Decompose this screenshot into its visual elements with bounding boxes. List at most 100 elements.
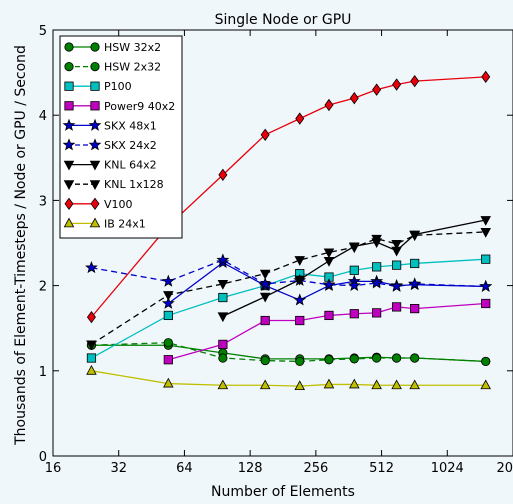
x-tick-label: 512 — [369, 461, 394, 476]
data-point — [218, 292, 228, 303]
data-point — [293, 293, 307, 306]
data-point — [324, 98, 334, 112]
y-tick-label: 3 — [39, 194, 47, 209]
data-point — [218, 353, 228, 363]
legend-marker — [89, 180, 101, 191]
series-7 — [86, 228, 491, 351]
series-8 — [86, 70, 491, 324]
data-point — [259, 379, 271, 390]
data-point — [408, 277, 422, 290]
legend-label: HSW 32x2 — [104, 41, 161, 54]
series-line — [91, 231, 486, 345]
x-tick-label: 256 — [303, 461, 328, 476]
data-point — [163, 377, 174, 388]
data-point — [410, 74, 420, 88]
series-line — [91, 259, 486, 288]
data-point — [86, 353, 97, 363]
data-point — [409, 379, 420, 390]
x-tick-label: 1024 — [431, 461, 464, 476]
data-point — [409, 231, 420, 242]
legend-marker — [64, 101, 74, 111]
legend-marker — [63, 180, 75, 191]
data-point — [410, 304, 420, 314]
legend-marker — [63, 217, 75, 228]
data-point — [349, 354, 359, 364]
legend-marker — [90, 61, 100, 72]
data-point — [163, 291, 174, 301]
x-axis-label: Number of Elements — [211, 484, 355, 500]
y-tick-label: 5 — [39, 24, 47, 39]
legend-label: V100 — [104, 198, 133, 211]
legend-entry: P100 — [64, 80, 132, 93]
x-tick-label: 64 — [176, 461, 193, 476]
data-point — [323, 378, 335, 389]
legend-entry: KNL 64x2 — [63, 159, 157, 172]
series-line — [91, 370, 486, 387]
y-tick-label: 1 — [39, 365, 47, 380]
legend-marker — [90, 101, 100, 111]
y-tick-label: 0 — [39, 450, 47, 465]
series-0 — [86, 340, 491, 367]
data-point — [218, 339, 228, 349]
data-point — [163, 338, 173, 348]
data-point — [372, 83, 382, 96]
data-point — [217, 279, 229, 290]
legend-entry: IB 24x1 — [63, 217, 146, 230]
data-point — [392, 78, 402, 91]
data-point — [392, 260, 402, 270]
legend-marker — [90, 81, 100, 91]
data-point — [323, 256, 335, 267]
legend-marker — [89, 217, 101, 228]
chart-title: Single Node or GPU — [215, 12, 352, 28]
data-point — [163, 310, 173, 321]
series-line — [91, 344, 486, 363]
data-point — [372, 262, 382, 272]
y-axis-label: Thousands of Element-Timesteps / Node or… — [13, 45, 29, 446]
legend-label: SKX 48x1 — [104, 119, 157, 132]
series-line — [91, 258, 486, 359]
data-point — [480, 216, 491, 226]
x-tick-label: 2048 — [496, 461, 513, 476]
x-tick-label: 16 — [45, 461, 62, 476]
legend-marker — [64, 197, 74, 210]
data-point — [259, 269, 271, 280]
series-5 — [85, 253, 493, 292]
legend-entry: SKX 24x2 — [62, 138, 157, 152]
data-point — [216, 253, 230, 266]
data-point — [217, 312, 229, 323]
data-point — [370, 276, 384, 289]
legend-entry: V100 — [64, 197, 133, 211]
data-point — [85, 260, 98, 274]
legend-label: SKX 24x2 — [104, 139, 157, 152]
axis-ticks: 16 32 64 128 256 512 1024 2048 0 1 2 3 4 5 — [39, 24, 513, 476]
legend-label: Power9 40x2 — [104, 100, 175, 113]
data-point — [324, 355, 334, 365]
data-point — [392, 302, 402, 312]
data-point — [161, 296, 175, 309]
legend-marker — [64, 61, 74, 72]
series-2 — [86, 254, 491, 363]
legend-label: HSW 2x32 — [104, 61, 161, 74]
legend-label: IB 24x1 — [104, 217, 146, 230]
legend-entry: Power9 40x2 — [64, 100, 175, 113]
data-point — [260, 315, 270, 326]
data-point — [218, 168, 228, 182]
data-point — [295, 315, 305, 326]
data-point — [86, 310, 96, 324]
legend-marker — [89, 160, 101, 171]
legend-marker — [64, 81, 74, 91]
data-point — [163, 355, 173, 365]
data-point — [86, 340, 97, 351]
data-point — [481, 298, 491, 309]
data-point — [391, 239, 402, 250]
data-point — [86, 364, 97, 375]
data-point — [481, 356, 491, 367]
data-point — [217, 379, 229, 390]
legend-label: KNL 1x128 — [104, 178, 164, 191]
data-point — [347, 278, 361, 292]
data-point — [323, 248, 335, 259]
series-line — [167, 261, 486, 305]
legend-marker — [64, 42, 74, 52]
data-point — [349, 378, 360, 389]
